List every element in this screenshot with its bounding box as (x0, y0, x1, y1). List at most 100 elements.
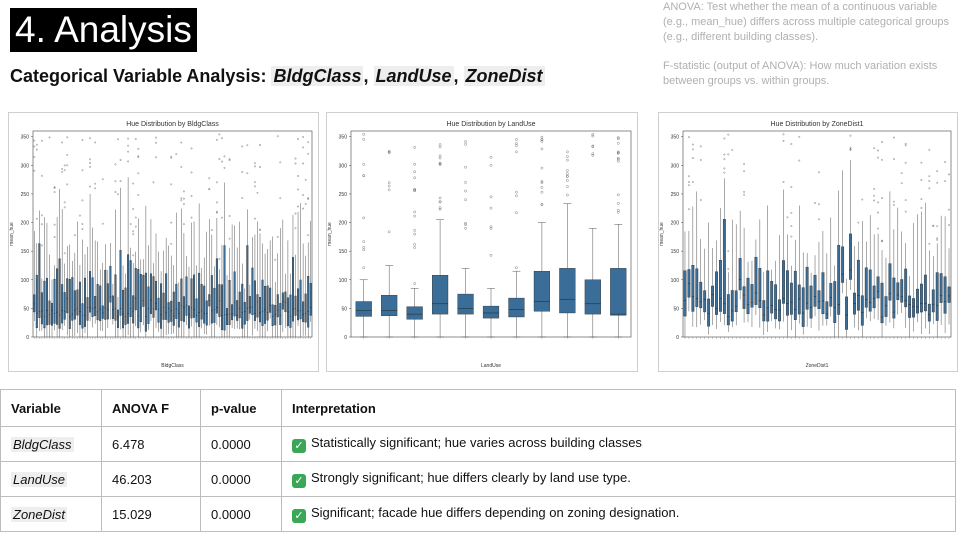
box (279, 303, 282, 325)
box (774, 284, 778, 320)
box (129, 260, 132, 317)
box (782, 260, 785, 304)
box-outlier (127, 160, 130, 163)
box-outlier (79, 214, 81, 217)
cell-variable: BldgClass (0, 426, 102, 462)
box-outlier (362, 240, 366, 243)
box (190, 278, 193, 319)
box-outlier (81, 169, 84, 172)
box (38, 243, 41, 318)
box-outlier (877, 156, 879, 159)
cell-interpretation: ✓ Significant; facade hue differs dependi… (281, 496, 956, 532)
box-outlier (89, 185, 91, 188)
cell-p-value: 0.0000 (200, 426, 282, 462)
box (243, 302, 246, 325)
box (152, 276, 155, 318)
box (119, 250, 122, 316)
box (124, 287, 127, 325)
box (58, 258, 61, 329)
box-outlier (413, 162, 416, 166)
y-tick-label: 50 (341, 306, 347, 312)
box-outlier (53, 191, 56, 193)
chart-landuse-svg: Hue Distribution by LandUse 0 50 100 150 200 2… (327, 121, 632, 369)
box (821, 272, 825, 315)
box-outlier (387, 181, 391, 185)
box-outlier (464, 221, 467, 225)
box-outlier (790, 235, 793, 238)
box (101, 305, 104, 319)
box-outlier (61, 168, 64, 170)
box-outlier (904, 199, 907, 202)
box-outlier (256, 191, 259, 194)
box-outlier (61, 170, 64, 173)
box-outlier (540, 166, 544, 170)
box-outlier (190, 216, 193, 219)
box-outlier (566, 185, 569, 188)
box (223, 245, 226, 331)
box-outlier (540, 135, 544, 139)
box-outlier (616, 141, 620, 145)
box (931, 289, 935, 313)
box (162, 292, 165, 320)
box-outlier (35, 217, 38, 220)
box (805, 266, 809, 310)
subtitle-var-bldgclass: BldgClass (271, 66, 364, 86)
box-outlier (94, 187, 97, 190)
box-outlier (127, 150, 130, 153)
box-outlier (170, 221, 173, 224)
y-axis-label: mean_hue (9, 222, 15, 246)
anova-results-table: Variable ANOVA F p-value Interpretation … (0, 389, 956, 532)
box-outlier (81, 199, 84, 202)
box-outlier (66, 164, 69, 167)
box (876, 276, 880, 299)
box (754, 256, 758, 305)
box (939, 273, 943, 303)
box-outlier (228, 215, 231, 217)
box-outlier (413, 229, 416, 232)
header-variable: Variable (0, 389, 102, 427)
box-outlier (616, 157, 620, 161)
box-outlier (932, 224, 935, 227)
box-outlier (691, 148, 694, 151)
box-outlier (727, 153, 730, 156)
box-outlier (180, 197, 183, 200)
box (730, 290, 734, 322)
box-outlier (489, 253, 493, 257)
box (683, 270, 687, 317)
box (734, 290, 738, 313)
box-outlier (362, 248, 366, 252)
box (66, 278, 69, 314)
box-outlier (183, 203, 185, 206)
box-outlier (782, 133, 785, 136)
box-outlier (190, 147, 193, 150)
box-outlier (241, 197, 244, 199)
box-outlier (307, 152, 310, 155)
box-outlier (688, 136, 690, 138)
box-outlier (413, 189, 416, 193)
header-p-value: p-value (200, 389, 282, 427)
box (860, 295, 864, 326)
box-outlier (302, 146, 305, 149)
box-outlier (928, 187, 931, 190)
box-outlier (297, 175, 299, 177)
box-outlier (873, 188, 876, 190)
box (703, 290, 707, 313)
box (84, 277, 86, 327)
box-outlier (134, 138, 137, 140)
box (253, 280, 256, 321)
box-outlier (210, 229, 213, 231)
y-tick-label: 200 (339, 221, 348, 227)
box-outlier (691, 181, 694, 183)
box (175, 283, 178, 319)
box-outlier (89, 137, 91, 140)
box (916, 288, 919, 314)
box-outlier (101, 178, 104, 181)
box-outlier (920, 178, 923, 181)
box (165, 273, 168, 320)
box (793, 270, 797, 320)
cell-anova-f: 6.478 (101, 426, 201, 462)
fstat-note: F-statistic (output of ANOVA): How much … (663, 60, 938, 87)
box-outlier (221, 160, 223, 163)
box-outlier (515, 266, 518, 269)
box (233, 271, 236, 317)
